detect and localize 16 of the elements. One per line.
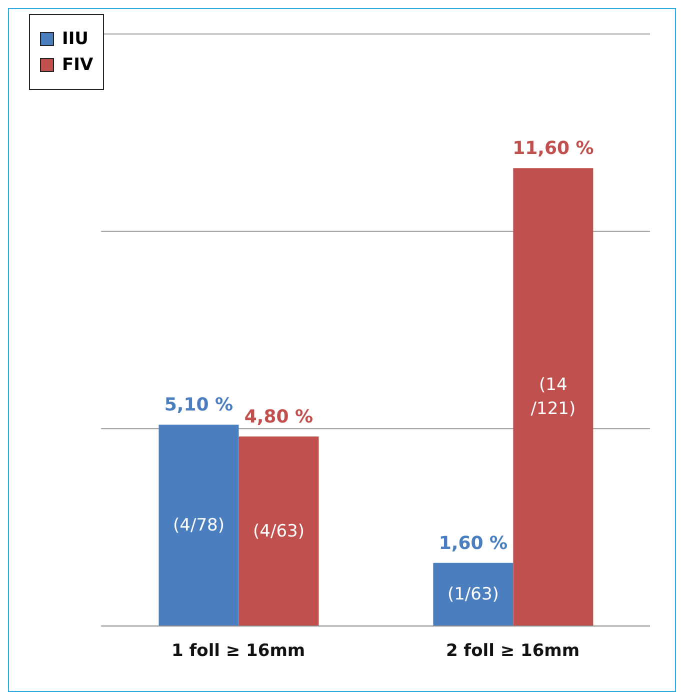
bar xyxy=(433,562,514,626)
annotation: (14 /121) xyxy=(530,374,576,419)
annotation: (4/78) xyxy=(173,515,224,536)
x-tick-label: 2 foll ≥ 16mm xyxy=(446,641,580,662)
annotation: (4/63) xyxy=(253,520,304,541)
legend-label: IIU xyxy=(61,29,90,49)
bar xyxy=(238,436,319,626)
bar xyxy=(513,168,594,626)
data-label: 5,10 % xyxy=(164,394,234,416)
annotation: (1/63) xyxy=(447,584,499,604)
data-label: 11,60 % xyxy=(512,138,594,160)
x-tick-label: 1 foll ≥ 16mm xyxy=(172,641,306,662)
bar xyxy=(158,424,239,626)
legend-label: FIV xyxy=(61,55,94,75)
data-label: 4,80 % xyxy=(244,406,314,428)
data-label: 1,60 % xyxy=(438,532,508,554)
